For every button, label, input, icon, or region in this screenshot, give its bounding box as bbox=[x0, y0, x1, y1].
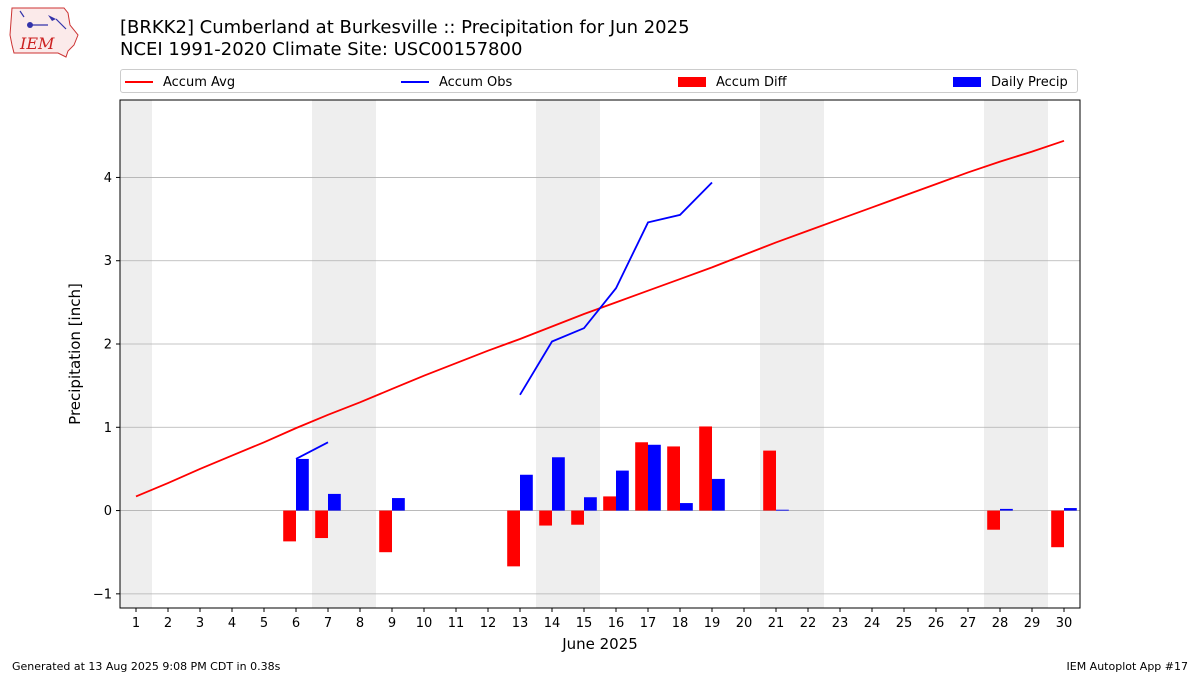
x-tick-label-23: 23 bbox=[832, 616, 849, 631]
weather-station-icon bbox=[19, 10, 67, 30]
accum-diff-bar-day-21 bbox=[763, 450, 776, 511]
x-tick-label-7: 7 bbox=[324, 616, 332, 631]
accum-diff-bar-day-28 bbox=[987, 510, 1000, 530]
x-tick-label-28: 28 bbox=[992, 616, 1009, 631]
legend-item-daily-precip: Daily Precip bbox=[953, 70, 1068, 94]
legend-item-accum-obs: Accum Obs bbox=[401, 70, 512, 94]
y-tick-label-2: 2 bbox=[104, 338, 112, 353]
daily-precip-bar-day-9 bbox=[392, 498, 405, 511]
x-tick-label-10: 10 bbox=[416, 616, 433, 631]
y-tick-label-neg1: −1 bbox=[93, 587, 112, 602]
logo-text: IEM bbox=[19, 34, 55, 53]
daily-precip-bar-day-14 bbox=[552, 457, 565, 511]
weekend-shade-4 bbox=[760, 100, 824, 608]
plot-area bbox=[135, 139, 1077, 567]
generated-timestamp: Generated at 13 Aug 2025 9:08 PM CDT in … bbox=[12, 660, 281, 673]
daily-precip-bar-day-18 bbox=[680, 503, 693, 511]
x-tick-label-24: 24 bbox=[864, 616, 881, 631]
legend-label-accum-obs: Accum Obs bbox=[439, 74, 513, 90]
accum-diff-bar-day-13 bbox=[507, 510, 520, 567]
daily-precip-bar-day-19 bbox=[712, 478, 725, 511]
iem-logo: IEM bbox=[9, 7, 79, 58]
daily-precip-bar-day-21 bbox=[776, 509, 789, 511]
chart-title: [BRKK2] Cumberland at Burkesville :: Pre… bbox=[120, 17, 690, 38]
legend-swatch-accum-avg bbox=[125, 81, 153, 83]
accum-diff-bar-day-9 bbox=[379, 510, 392, 553]
accum-diff-bar-day-7 bbox=[315, 510, 328, 539]
chart-legend: Accum Avg Accum Obs Accum Diff Daily Pre… bbox=[120, 69, 1078, 93]
x-tick-label-13: 13 bbox=[512, 616, 529, 631]
weekend-shade-1 bbox=[120, 100, 152, 608]
x-tick-label-2: 2 bbox=[164, 616, 172, 631]
x-tick-label-17: 17 bbox=[640, 616, 657, 631]
x-tick-label-30: 30 bbox=[1056, 616, 1073, 631]
x-tick-label-15: 15 bbox=[576, 616, 593, 631]
y-axis-label: Precipitation [inch] bbox=[66, 283, 84, 425]
legend-label-accum-avg: Accum Avg bbox=[163, 74, 236, 90]
x-tick-label-22: 22 bbox=[800, 616, 817, 631]
x-tick-label-9: 9 bbox=[388, 616, 396, 631]
x-tick-label-26: 26 bbox=[928, 616, 945, 631]
x-tick-label-16: 16 bbox=[608, 616, 625, 631]
accum-diff-bar-day-18 bbox=[667, 446, 680, 511]
y-tick-label-1: 1 bbox=[104, 421, 112, 436]
x-tick-label-27: 27 bbox=[960, 616, 977, 631]
x-tick-label-8: 8 bbox=[356, 616, 364, 631]
x-tick-label-18: 18 bbox=[672, 616, 689, 631]
x-tick-label-4: 4 bbox=[228, 616, 236, 631]
chart-subtitle: NCEI 1991-2020 Climate Site: USC00157800 bbox=[120, 39, 523, 60]
x-tick-label-5: 5 bbox=[260, 616, 268, 631]
daily-precip-bar-day-13 bbox=[520, 474, 533, 511]
app-credit: IEM Autoplot App #17 bbox=[1066, 660, 1189, 673]
accum-diff-bar-day-15 bbox=[571, 510, 584, 525]
x-tick-label-29: 29 bbox=[1024, 616, 1041, 631]
accum-diff-bar-day-30 bbox=[1051, 510, 1064, 548]
y-tick-label-3: 3 bbox=[104, 254, 112, 269]
daily-precip-bar-day-17 bbox=[648, 444, 661, 511]
daily-precip-bar-day-6 bbox=[296, 458, 309, 511]
weekend-shade-3 bbox=[536, 100, 600, 608]
accum-diff-bar-day-16 bbox=[603, 496, 616, 511]
daily-precip-bar-day-30 bbox=[1064, 508, 1077, 511]
legend-item-accum-diff: Accum Diff bbox=[678, 70, 787, 94]
accum-diff-bar-day-17 bbox=[635, 442, 648, 511]
weekend-shade-5 bbox=[984, 100, 1048, 608]
accum-diff-bar-day-6 bbox=[283, 510, 296, 542]
x-tick-label-20: 20 bbox=[736, 616, 753, 631]
x-tick-label-19: 19 bbox=[704, 616, 721, 631]
daily-precip-bar-day-28 bbox=[1000, 508, 1013, 511]
x-tick-label-25: 25 bbox=[896, 616, 913, 631]
legend-swatch-daily-precip bbox=[953, 77, 981, 87]
x-tick-label-1: 1 bbox=[132, 616, 140, 631]
legend-swatch-accum-obs bbox=[401, 81, 429, 83]
y-tick-label-0: 0 bbox=[104, 504, 112, 519]
legend-label-daily-precip: Daily Precip bbox=[991, 74, 1068, 90]
y-tick-label-4: 4 bbox=[104, 171, 112, 186]
x-tick-label-3: 3 bbox=[196, 616, 204, 631]
x-tick-label-12: 12 bbox=[480, 616, 497, 631]
accum-diff-bar-day-19 bbox=[699, 426, 712, 511]
daily-precip-bar-day-15 bbox=[584, 497, 597, 511]
x-tick-label-6: 6 bbox=[292, 616, 300, 631]
x-tick-label-14: 14 bbox=[544, 616, 561, 631]
x-tick-label-11: 11 bbox=[448, 616, 465, 631]
accum-obs-line-segment-1 bbox=[295, 441, 329, 460]
plot-frame bbox=[119, 99, 1081, 609]
accum-obs-line-segment-2 bbox=[519, 181, 713, 396]
daily-precip-bar-day-7 bbox=[328, 493, 341, 511]
legend-label-accum-diff: Accum Diff bbox=[716, 74, 787, 90]
legend-item-accum-avg: Accum Avg bbox=[125, 70, 235, 94]
x-axis-label: June 2025 bbox=[561, 635, 638, 653]
legend-swatch-accum-diff bbox=[678, 77, 706, 87]
accum-diff-bar-day-14 bbox=[539, 510, 552, 526]
x-tick-label-21: 21 bbox=[768, 616, 785, 631]
daily-precip-bar-day-16 bbox=[616, 470, 629, 511]
